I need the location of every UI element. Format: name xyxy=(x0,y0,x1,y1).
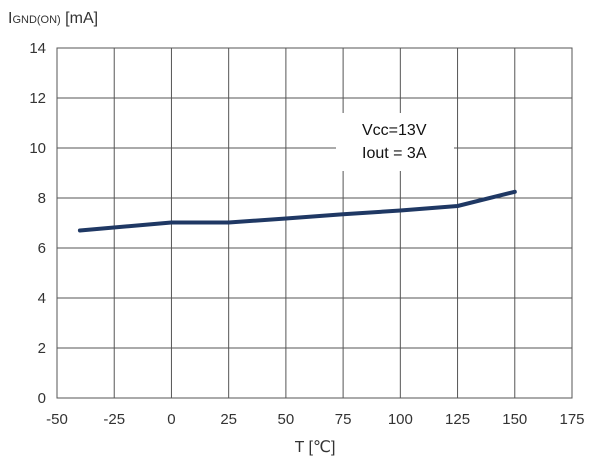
x-tick-label: 175 xyxy=(559,411,584,428)
grid xyxy=(56,47,573,399)
series-line xyxy=(77,189,517,233)
x-tick-label: 25 xyxy=(220,411,237,428)
x-tick-label: 50 xyxy=(278,411,295,428)
x-tick-label: -25 xyxy=(103,411,125,428)
y-tick-label: 6 xyxy=(38,240,46,257)
x-tick-label: 75 xyxy=(335,411,352,428)
x-tick-label: 125 xyxy=(445,411,470,428)
annotation-box xyxy=(336,113,454,171)
plot-frame xyxy=(56,47,573,399)
annotation-iout: Iout = 3A xyxy=(362,145,427,162)
y-axis-label-main: I xyxy=(8,10,12,27)
x-tick-labels: -50 -25 0 25 50 75 100 125 150 175 xyxy=(46,411,584,428)
series-layer xyxy=(77,189,517,233)
x-tick-label: 150 xyxy=(502,411,527,428)
x-tick-label: 0 xyxy=(167,411,175,428)
y-axis-label-unit: [mA] xyxy=(61,10,98,27)
x-tick-label: -50 xyxy=(46,411,68,428)
y-tick-label: 14 xyxy=(29,40,46,57)
y-tick-label: 10 xyxy=(29,140,46,157)
y-tick-label: 4 xyxy=(38,290,46,307)
y-tick-label: 0 xyxy=(38,390,46,407)
y-tick-labels: 0 2 4 6 8 10 12 14 xyxy=(29,40,46,407)
y-tick-label: 2 xyxy=(38,340,46,357)
y-axis-label-subscript: GND(ON) xyxy=(12,14,60,26)
x-tick-label: 100 xyxy=(388,411,413,428)
annotation-vcc: Vcc=13V xyxy=(362,122,427,139)
y-tick-label: 8 xyxy=(38,190,46,207)
x-axis-label: T [℃] xyxy=(295,439,336,456)
y-tick-label: 12 xyxy=(29,90,46,107)
y-axis-label: IGND(ON) [mA] xyxy=(8,10,98,27)
